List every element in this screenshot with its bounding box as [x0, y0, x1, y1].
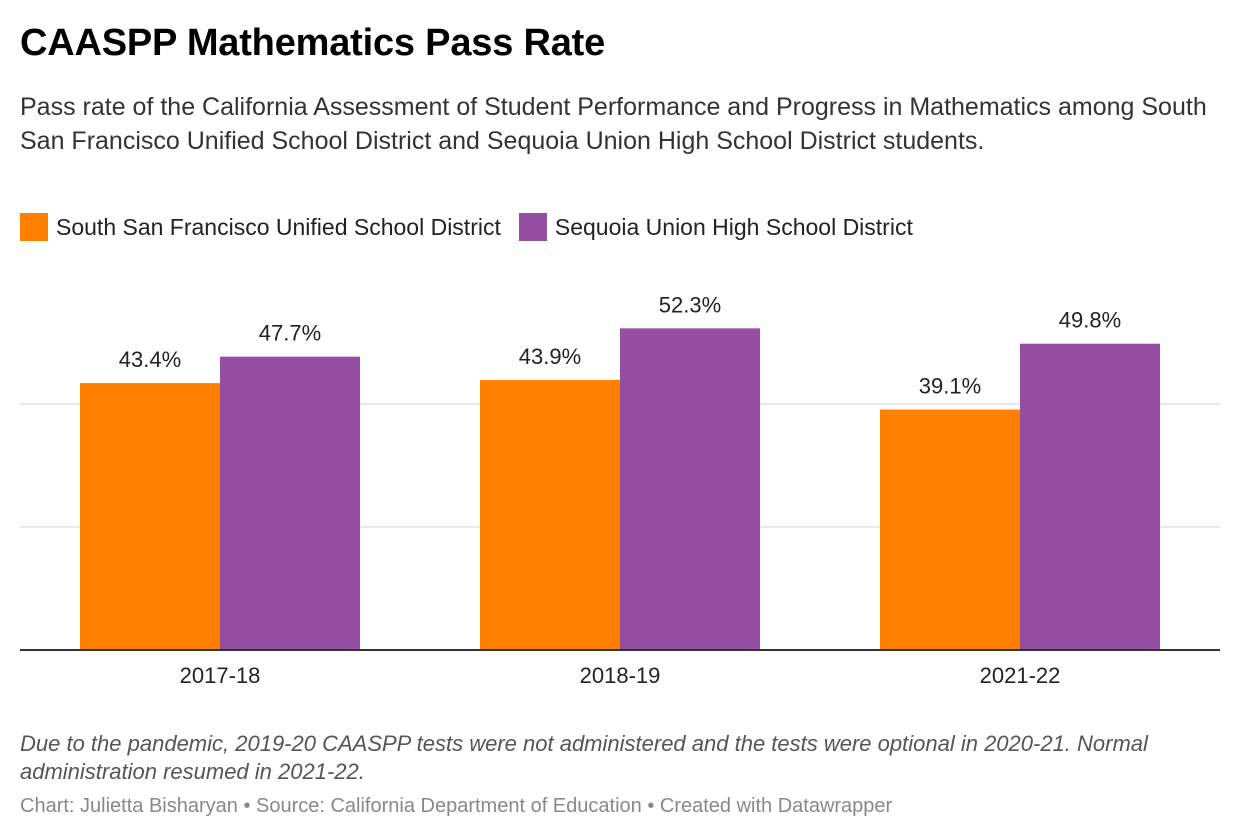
- legend-label-ssfusd: South San Francisco Unified School Distr…: [56, 213, 501, 240]
- bar-suhsd-2021-22: [1020, 343, 1160, 650]
- bar-ssfusd-2018-19: [480, 380, 620, 650]
- x-tick-label-2017-18: 2017-18: [180, 663, 261, 688]
- bar-label-suhsd-2017-18: 47.7%: [259, 321, 321, 346]
- x-tick-label-2018-19: 2018-19: [580, 663, 661, 688]
- bar-label-suhsd-2021-22: 49.8%: [1059, 308, 1121, 333]
- chart-subtitle: Pass rate of the California Assessment o…: [20, 93, 1207, 155]
- legend-swatch-ssfusd: [20, 213, 48, 241]
- legend: South San Francisco Unified School Distr…: [20, 212, 931, 242]
- chart-title: CAASPP Mathematics Pass Rate: [20, 22, 606, 64]
- credit-line: Chart: Julietta Bisharyan • Source: Cali…: [20, 795, 893, 817]
- legend-item-suhsd: Sequoia Union High School District: [518, 213, 913, 241]
- bar-label-suhsd-2018-19: 52.3%: [659, 292, 721, 317]
- bar-label-ssfusd-2017-18: 43.4%: [119, 347, 181, 372]
- footnote: Due to the pandemic, 2019-20 CAASPP test…: [20, 731, 1148, 784]
- legend-item-ssfusd: South San Francisco Unified School Distr…: [20, 213, 501, 241]
- bar-suhsd-2017-18: [220, 356, 360, 650]
- bar-chart: 43.4% 47.7% 2017-18 43.9% 52.3% 2018-19 39.1% 4…: [20, 292, 1220, 688]
- bar-label-ssfusd-2018-19: 43.9%: [519, 344, 581, 369]
- bar-ssfusd-2017-18: [80, 383, 220, 650]
- legend-label-suhsd: Sequoia Union High School District: [554, 213, 913, 240]
- bar-suhsd-2018-19: [620, 328, 760, 650]
- x-tick-label-2021-22: 2021-22: [980, 663, 1061, 688]
- bar-ssfusd-2021-22: [880, 409, 1020, 650]
- legend-swatch-suhsd: [518, 213, 547, 241]
- bar-label-ssfusd-2021-22: 39.1%: [919, 374, 981, 399]
